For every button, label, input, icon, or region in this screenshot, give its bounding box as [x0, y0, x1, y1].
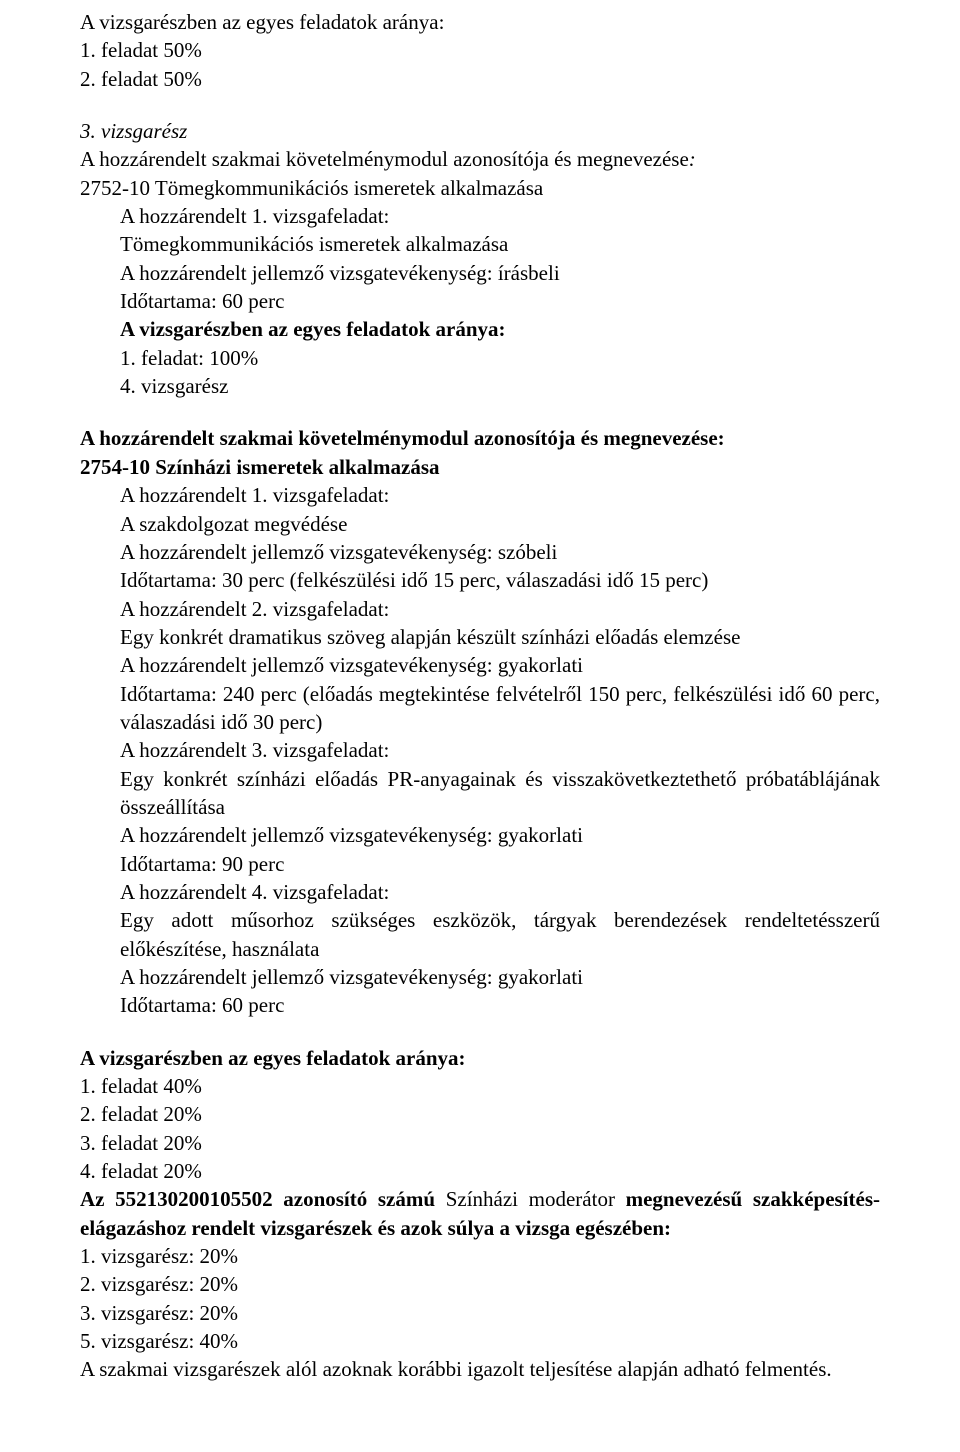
text-line: A hozzárendelt 3. vizsgafeladat: [80, 736, 880, 764]
heading-bold: A vizsgarészben az egyes feladatok arány… [80, 1044, 880, 1072]
bold-span: Az 552130200105502 azonosító számú [80, 1187, 435, 1211]
text-line: Időtartama: 240 perc (előadás megtekinté… [80, 680, 880, 737]
text-line: 1. feladat 40% [80, 1072, 880, 1100]
spacer [80, 400, 880, 424]
text-line: Egy konkrét színházi előadás PR-anyagain… [80, 765, 880, 822]
section-aranyok: A vizsgarészben az egyes feladatok arány… [80, 1044, 880, 1384]
text-line: 2. feladat 50% [80, 65, 880, 93]
heading-3-vizsgaresz: 3. vizsgarész [80, 117, 880, 145]
text-line: 4. vizsgarész [80, 372, 880, 400]
text-line: 1. feladat 50% [80, 36, 880, 64]
text-line: 1. feladat: 100% [80, 344, 880, 372]
text-line: Egy adott műsorhoz szükséges eszközök, t… [80, 906, 880, 963]
text-line: Időtartama: 60 perc [80, 991, 880, 1019]
text-line-bold: A vizsgarészben az egyes feladatok arány… [80, 315, 880, 343]
text-span: A hozzárendelt szakmai követelménymodul … [80, 147, 689, 171]
text-line: 2. vizsgarész: 20% [80, 1270, 880, 1298]
text-line: Egy konkrét dramatikus szöveg alapján ké… [80, 623, 880, 651]
colon: : [689, 147, 696, 171]
text-line: Időtartama: 60 perc [80, 287, 880, 315]
text-line: A hozzárendelt 4. vizsgafeladat: [80, 878, 880, 906]
text-line: A hozzárendelt 1. vizsgafeladat: [80, 481, 880, 509]
text-line: 2. feladat 20% [80, 1100, 880, 1128]
section-3-vizsgaresz: 3. vizsgarész A hozzárendelt szakmai köv… [80, 117, 880, 400]
text-line: 3. feladat 20% [80, 1129, 880, 1157]
text-line: A hozzárendelt jellemző vizsgatevékenysé… [80, 821, 880, 849]
text-line: A vizsgarészben az egyes feladatok arány… [80, 8, 880, 36]
text-line: A hozzárendelt szakmai követelménymodul … [80, 145, 880, 173]
text-line: Tömegkommunikációs ismeretek alkalmazása [80, 230, 880, 258]
text-line: 1. vizsgarész: 20% [80, 1242, 880, 1270]
text-line: A hozzárendelt jellemző vizsgatevékenysé… [80, 259, 880, 287]
text-line: 2752-10 Tömegkommunikációs ismeretek alk… [80, 174, 880, 202]
text-line: Időtartama: 30 perc (felkészülési idő 15… [80, 566, 880, 594]
heading-bold: 2754-10 Színházi ismeretek alkalmazása [80, 453, 880, 481]
text-span: Színházi moderátor [435, 1187, 626, 1211]
spacer [80, 1020, 880, 1044]
text-line: A hozzárendelt 2. vizsgafeladat: [80, 595, 880, 623]
text-line: 5. vizsgarész: 40% [80, 1327, 880, 1355]
spacer [80, 93, 880, 117]
text-line: A hozzárendelt jellemző vizsgatevékenysé… [80, 963, 880, 991]
text-line: Időtartama: 90 perc [80, 850, 880, 878]
text-line: A hozzárendelt jellemző vizsgatevékenysé… [80, 651, 880, 679]
section-intro: A vizsgarészben az egyes feladatok arány… [80, 8, 880, 93]
text-line: 3. vizsgarész: 20% [80, 1299, 880, 1327]
text-line-mixed: Az 552130200105502 azonosító számú Szính… [80, 1185, 880, 1242]
text-line: A hozzárendelt jellemző vizsgatevékenysé… [80, 538, 880, 566]
text-line: A hozzárendelt 1. vizsgafeladat: [80, 202, 880, 230]
section-4-vizsgaresz: A hozzárendelt szakmai követelménymodul … [80, 424, 880, 1019]
text-line: A szakmai vizsgarészek alól azoknak korá… [80, 1355, 880, 1383]
text-line: A szakdolgozat megvédése [80, 510, 880, 538]
text-line: 4. feladat 20% [80, 1157, 880, 1185]
heading-bold: A hozzárendelt szakmai követelménymodul … [80, 424, 880, 452]
